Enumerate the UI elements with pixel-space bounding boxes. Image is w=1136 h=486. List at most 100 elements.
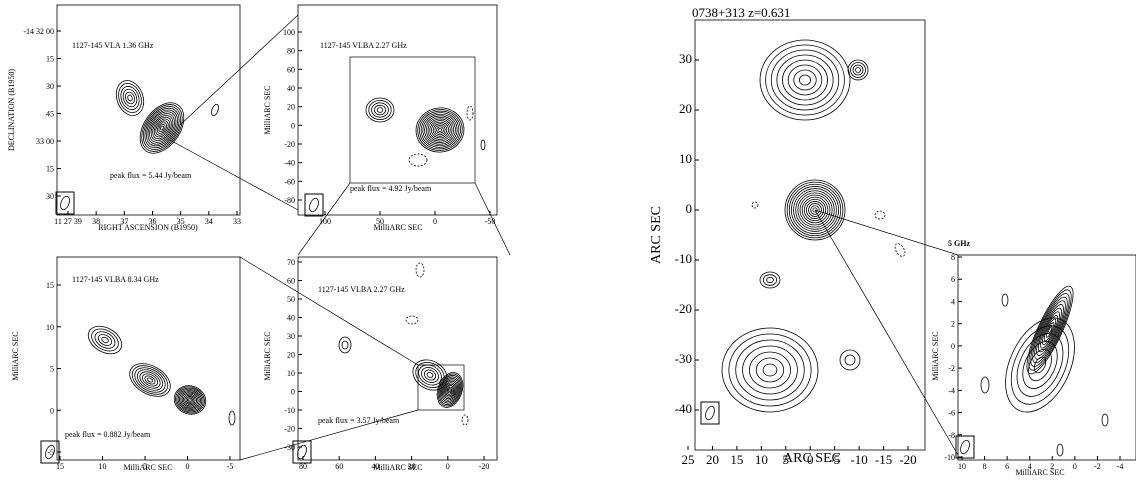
panel: 86420-2-4-6-8-101086420-2-45 GHzMilliARC…	[931, 239, 1136, 477]
contour	[467, 106, 473, 120]
contour	[771, 50, 839, 110]
contour	[415, 106, 466, 154]
y-tick-label: 0	[951, 342, 955, 351]
y-tick-label: 60	[287, 277, 295, 286]
y-tick-label: 20	[287, 103, 295, 112]
x-tick-label: 0	[446, 462, 450, 471]
contour	[115, 80, 146, 116]
y-tick-label: -40	[284, 159, 295, 168]
contour	[788, 65, 822, 95]
contour	[374, 105, 385, 115]
x-tick-label: 10	[958, 462, 966, 471]
contour	[342, 341, 348, 349]
x-tick-label: 10	[755, 452, 768, 467]
y-tick-label: 10	[46, 323, 54, 332]
connectors	[170, 15, 958, 460]
y-tick-label: 20	[679, 101, 692, 116]
x-axis-title: ARC SEC	[783, 451, 841, 466]
contour	[436, 126, 444, 133]
panel: 151050-5151050-51127-145 VLBA 8.34 GHzpe…	[11, 257, 240, 472]
x-tick-label: -50	[485, 217, 496, 226]
beam	[959, 439, 971, 455]
contour	[377, 108, 383, 113]
y-tick-label: -30	[675, 351, 692, 366]
panel-title: 1127-145 VLA 1.36 GHz	[72, 41, 154, 50]
x-axis-title: MilliARC SEC	[1015, 468, 1064, 477]
panel: 100806040200-20-40-60-80100500-501127-14…	[263, 5, 497, 232]
contour	[151, 116, 173, 140]
y-tick-label: 0	[291, 121, 295, 130]
x-tick-label: 80	[299, 462, 307, 471]
x-tick-label: 34	[205, 217, 213, 226]
y-tick-label: -5	[47, 448, 54, 457]
y-tick-label: 33 00	[36, 137, 54, 146]
y-tick-label: 20	[287, 351, 295, 360]
contour	[875, 211, 885, 219]
x-tick-label: 100	[319, 217, 331, 226]
y-tick-label: 30	[679, 51, 692, 66]
y-tick-label: 6	[951, 275, 955, 284]
y-tick-label: 0	[291, 388, 295, 397]
x-tick-label: -10	[850, 452, 867, 467]
contour	[406, 316, 418, 324]
contour	[426, 371, 434, 378]
contour	[783, 60, 828, 100]
contour	[158, 123, 167, 133]
y-tick-label: 5	[50, 365, 54, 374]
x-tick-label: 15	[730, 452, 743, 467]
contour	[409, 154, 427, 166]
contour	[1021, 285, 1078, 374]
contour	[1057, 444, 1063, 456]
contour	[1102, 414, 1108, 426]
y-tick-label: 15	[46, 281, 54, 290]
contour	[752, 202, 758, 208]
beam-box	[305, 194, 323, 216]
y-tick-label: 0	[686, 201, 693, 216]
annotation: peak flux = 4.92 Jy/beam	[350, 184, 432, 193]
contour	[96, 332, 113, 348]
contour	[446, 385, 455, 396]
contour	[799, 75, 810, 85]
contour	[83, 321, 126, 360]
contour	[729, 334, 811, 406]
contour	[143, 374, 156, 386]
x-tick-label: 20	[706, 452, 719, 467]
panel-title: 0738+313 z=0.631	[692, 5, 790, 20]
x-tick-label: 0	[1073, 462, 1077, 471]
x-tick-label: 25	[682, 452, 695, 467]
y-tick-label: -20	[284, 425, 295, 434]
y-tick-label: -4	[948, 386, 955, 395]
contour	[137, 368, 163, 391]
contour	[1002, 294, 1008, 306]
y-tick-label: 15	[46, 165, 54, 174]
contour	[130, 363, 169, 398]
contour	[366, 98, 394, 122]
contour	[462, 415, 468, 425]
y-tick-label: -10	[944, 453, 955, 462]
contour	[187, 397, 194, 403]
contour	[101, 336, 110, 344]
y-tick-label: 60	[287, 65, 295, 74]
x-tick-label: 6	[1005, 462, 1009, 471]
connector-line	[180, 15, 298, 125]
x-axis-title: MilliARC SEC	[373, 463, 422, 472]
y-tick-label: 2	[951, 320, 955, 329]
beam-box	[956, 436, 974, 458]
y-axis-title: MilliARC SEC	[931, 331, 940, 380]
beam	[59, 195, 71, 211]
y-tick-label: -6	[948, 409, 955, 418]
y-tick-label: -10	[284, 406, 295, 415]
x-axis-title: MilliARC SEC	[373, 223, 422, 232]
panel-title: 1127-145 VLBA 2.27 GHz	[320, 41, 407, 50]
contour	[419, 364, 442, 385]
contour	[438, 128, 442, 132]
annotation: peak flux = 5.44 Jy/beam	[110, 171, 192, 180]
contour	[229, 411, 235, 425]
y-tick-label: 0	[50, 406, 54, 415]
y-axis-title: MilliARC SEC	[263, 85, 272, 134]
y-tick-label: 80	[287, 47, 295, 56]
x-tick-label: -2	[1094, 462, 1101, 471]
y-axis-title: ARC SEC	[649, 206, 664, 264]
x-tick-label: -15	[875, 452, 892, 467]
contour	[88, 324, 123, 355]
